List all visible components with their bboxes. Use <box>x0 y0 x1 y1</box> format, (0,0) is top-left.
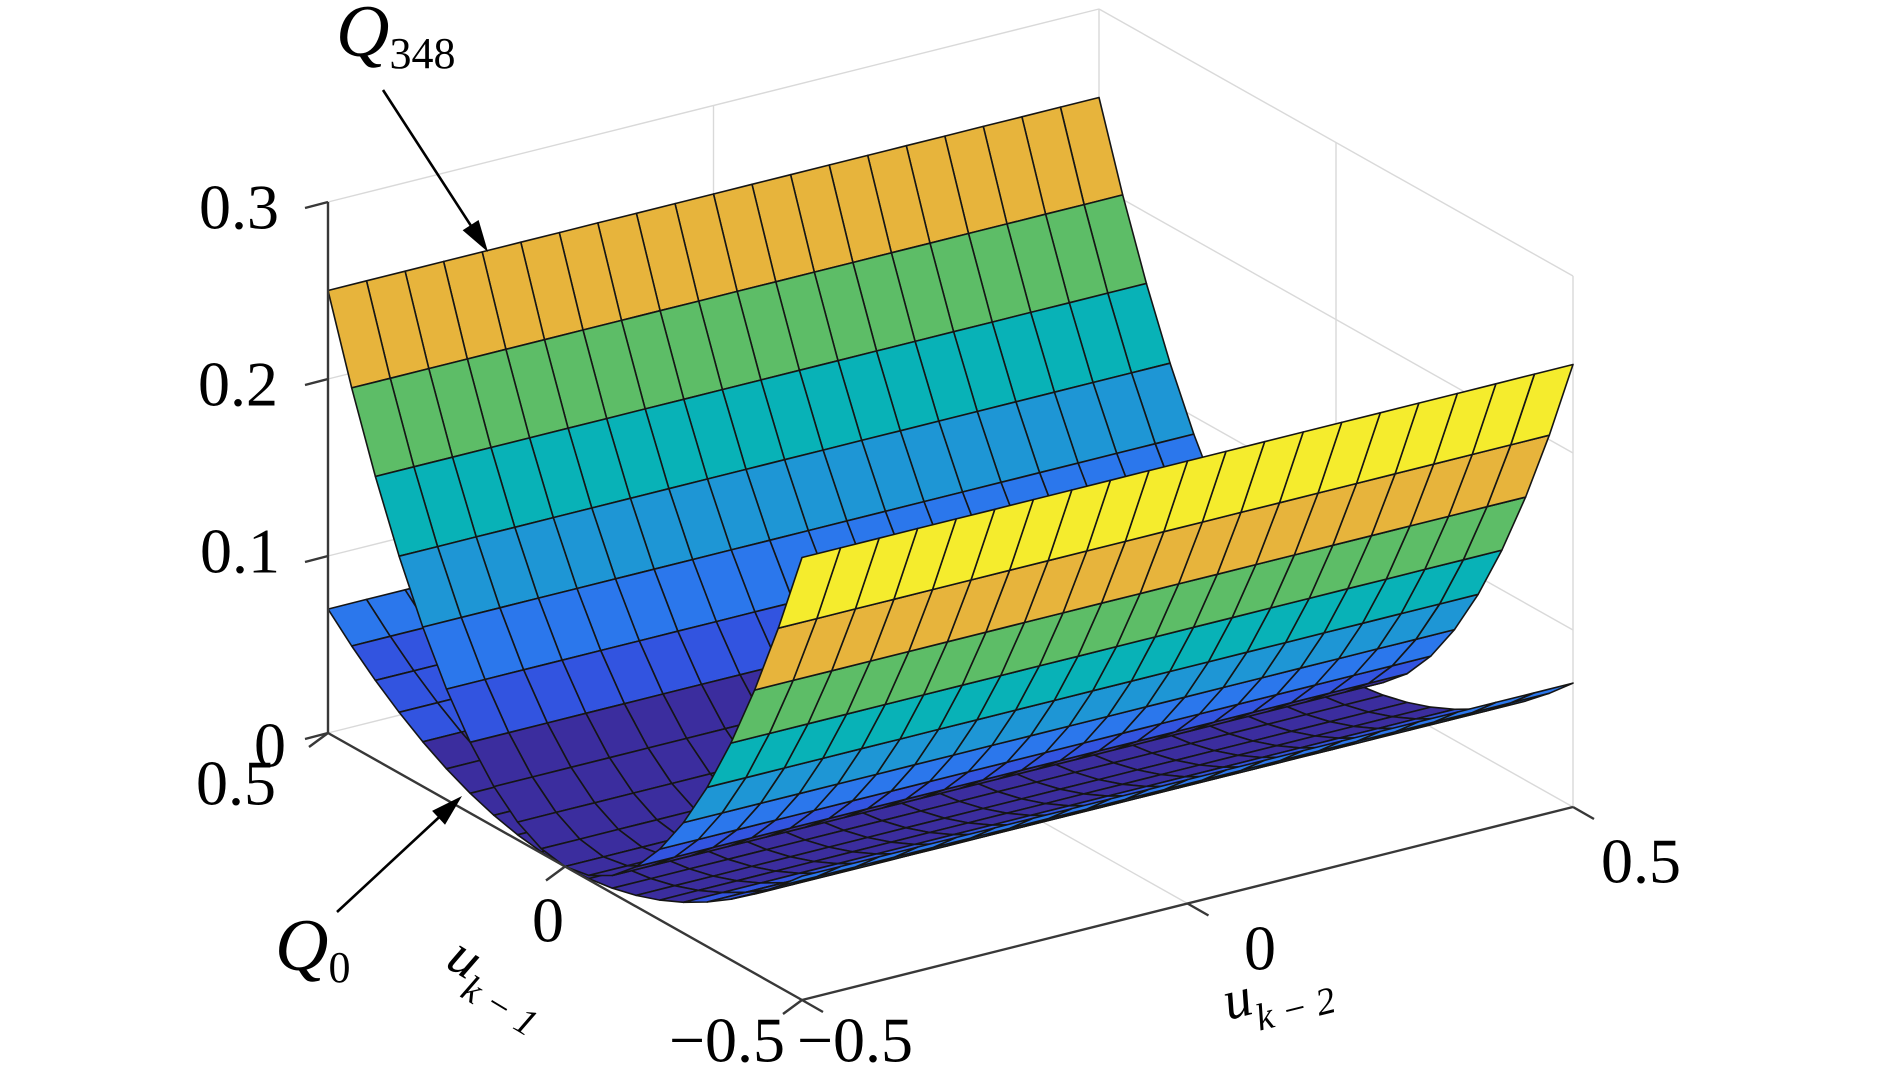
annotation-arrow-shaft <box>336 804 453 913</box>
z-tick-mark <box>304 200 329 210</box>
tick-labels: 00.10.20.30.50−0.5 −0.500.5 <box>196 172 1681 1076</box>
annotation-label-base: Q <box>275 905 328 987</box>
y-tick-mark <box>545 865 566 882</box>
annotation-label: Q0 <box>275 905 350 992</box>
x-axis-label-subscript: k − 2 <box>1252 979 1340 1039</box>
Q348-surface-cell <box>777 547 842 630</box>
annotation-arrowhead <box>462 219 488 252</box>
x-tick-label: 0.5 <box>1601 826 1681 897</box>
Q0-surface-cell <box>1471 691 1536 714</box>
axis-ticks <box>304 200 1595 1015</box>
Q0-surface-cell <box>1510 682 1574 704</box>
y-tick-label: −0.5 <box>669 1005 785 1076</box>
x-tick-label: 0 <box>1244 913 1276 984</box>
y-tick-label: 0.5 <box>196 748 276 819</box>
y-axis-label-subscript: k − 1 <box>454 968 545 1045</box>
z-tick-mark <box>304 377 329 387</box>
annotation-label-subscript: 348 <box>389 29 455 78</box>
annotation-arrow-shaft <box>381 89 482 242</box>
x-axis-label: uk − 2 <box>1216 946 1340 1046</box>
x-tick-mark <box>801 998 824 1014</box>
y-tick-mark <box>782 999 803 1015</box>
y-tick-label: 0 <box>532 885 564 956</box>
z-tick-label: 0.2 <box>198 349 278 420</box>
Q0-surface-cell <box>777 865 842 888</box>
x-tick-mark <box>1186 902 1210 917</box>
annotation-label-subscript: 0 <box>328 943 350 992</box>
annotation-Q0: Q0 <box>275 796 462 992</box>
annotation-label-base: Q <box>336 0 389 73</box>
z-tick-label: 0.1 <box>200 516 280 587</box>
annotation-label: Q348 <box>336 0 455 78</box>
z-tick-mark <box>304 731 329 741</box>
x-tick-label: −0.5 <box>797 1005 913 1076</box>
z-tick-mark <box>304 554 329 564</box>
y-tick-mark <box>308 732 329 748</box>
z-tick-label: 0.3 <box>199 172 279 243</box>
annotation-Q348: Q348 <box>336 0 488 252</box>
z-tick-label: 0 <box>254 710 286 781</box>
surfaces <box>327 96 1574 904</box>
x-tick-mark <box>1572 805 1595 821</box>
annotation-arrowhead <box>432 796 462 825</box>
